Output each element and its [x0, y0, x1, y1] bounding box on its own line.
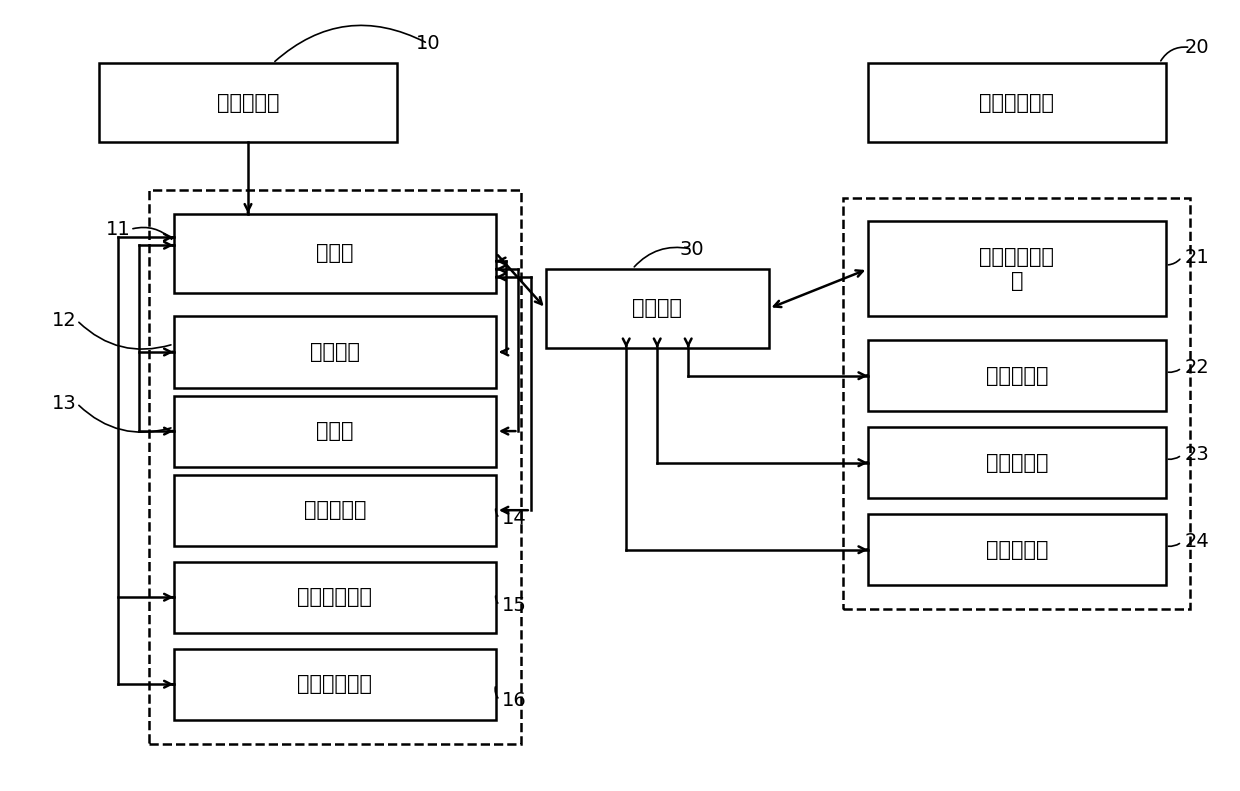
Bar: [174, 475, 496, 546]
Bar: [868, 514, 1166, 585]
Text: 充电接口模块: 充电接口模块: [298, 674, 372, 694]
Text: 控制器: 控制器: [316, 243, 353, 263]
Text: 24: 24: [1184, 532, 1209, 551]
Text: 10: 10: [415, 34, 440, 53]
Bar: [99, 63, 397, 142]
Text: 15: 15: [502, 596, 527, 615]
Bar: [868, 427, 1166, 498]
Text: 定点检测模块: 定点检测模块: [980, 93, 1054, 113]
Bar: [174, 316, 496, 388]
Bar: [843, 198, 1190, 609]
Bar: [868, 221, 1166, 316]
Bar: [174, 396, 496, 467]
Text: 30: 30: [680, 240, 704, 259]
Bar: [174, 214, 496, 293]
Text: 21: 21: [1184, 248, 1209, 267]
Bar: [868, 63, 1166, 142]
Text: 声音检测模块: 声音检测模块: [298, 587, 372, 607]
Text: 温度传感器: 温度传感器: [304, 500, 366, 520]
Text: 12: 12: [52, 311, 77, 330]
Bar: [174, 649, 496, 720]
Bar: [546, 269, 769, 348]
Bar: [149, 190, 521, 744]
Text: 20: 20: [1184, 38, 1209, 57]
Text: 13: 13: [52, 394, 77, 413]
Bar: [174, 562, 496, 633]
Text: 声音采集器: 声音采集器: [986, 539, 1048, 560]
Text: 图像采集器: 图像采集器: [986, 452, 1048, 473]
Text: 巡检机器人: 巡检机器人: [217, 93, 279, 113]
Text: 23: 23: [1184, 445, 1209, 464]
Text: 振动传感器: 振动传感器: [986, 365, 1048, 386]
Bar: [868, 340, 1166, 411]
Text: 14: 14: [502, 509, 527, 528]
Text: 16: 16: [502, 691, 527, 710]
Text: 定点温度传感
器: 定点温度传感 器: [980, 247, 1054, 291]
Text: 摄像头: 摄像头: [316, 421, 353, 441]
Text: 监控中心: 监控中心: [632, 298, 682, 319]
Text: 22: 22: [1184, 358, 1209, 377]
Text: 11: 11: [105, 220, 130, 239]
Text: 激光雷达: 激光雷达: [310, 342, 360, 362]
